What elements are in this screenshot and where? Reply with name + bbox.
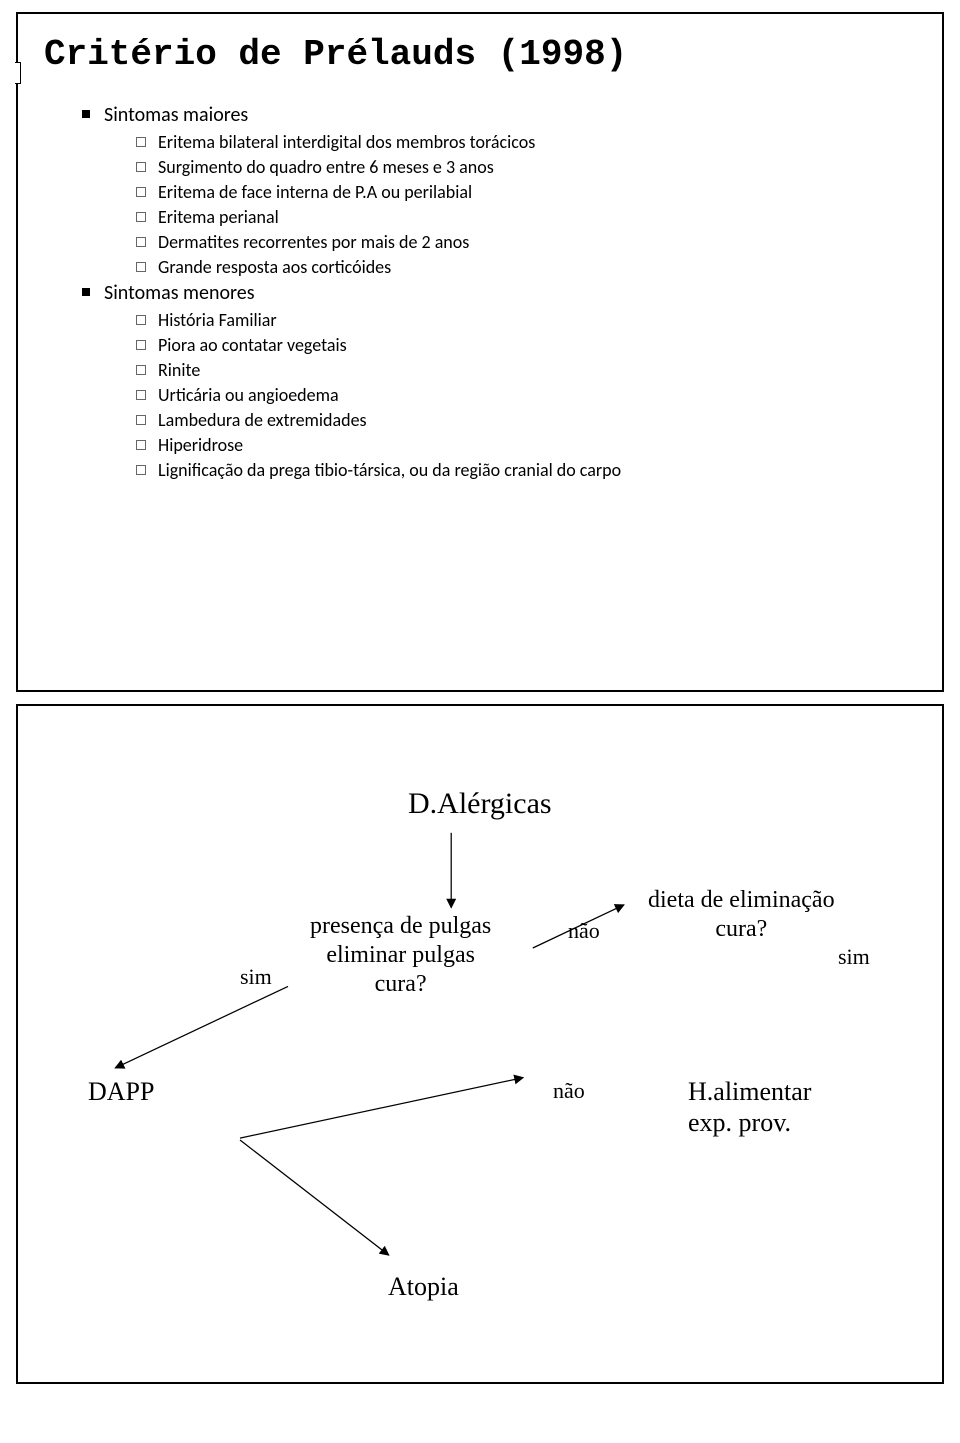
edge-label-sim-1: sim — [240, 964, 272, 990]
list-item: Hiperidrose — [158, 434, 912, 456]
major-heading: Sintomas maiores — [104, 103, 912, 127]
slide-title: Critério de Prélauds (1998) — [44, 34, 912, 75]
list-item: Eritema perianal — [158, 206, 912, 228]
node-dieta: dieta de eliminação cura? — [648, 886, 835, 944]
edge-label-sim-2: sim — [838, 944, 870, 970]
edge-label-nao-1: não — [568, 918, 600, 944]
list-item: Eritema de face interna de P.A ou perila… — [158, 181, 912, 203]
arrow — [240, 1078, 523, 1138]
arrow — [240, 1140, 389, 1255]
minor-items-list: História Familiar Piora ao contatar vege… — [48, 309, 912, 481]
node-dapp: DAPP — [88, 1076, 154, 1107]
flowchart: D.Alérgicas presença de pulgas eliminar … — [48, 726, 912, 1362]
slide-criteria: Critério de Prélauds (1998) Sintomas mai… — [16, 12, 944, 692]
edge-label-nao-2: não — [553, 1078, 585, 1104]
list-item: Surgimento do quadro entre 6 meses e 3 a… — [158, 156, 912, 178]
arrow — [115, 986, 288, 1068]
node-pulgas: presença de pulgas eliminar pulgas cura? — [310, 912, 491, 998]
node-root: D.Alérgicas — [408, 786, 552, 822]
criteria-list: Sintomas maiores Eritema bilateral inter… — [48, 103, 912, 481]
list-item: Dermatites recorrentes por mais de 2 ano… — [158, 231, 912, 253]
list-item: Piora ao contatar vegetais — [158, 334, 912, 356]
minor-heading: Sintomas menores — [104, 281, 912, 305]
major-items-list: Eritema bilateral interdigital dos membr… — [48, 131, 912, 278]
list-item: Rinite — [158, 359, 912, 381]
list-item: Lambedura de extremidades — [158, 409, 912, 431]
list-item: Lignificação da prega tibio-társica, ou … — [158, 459, 912, 481]
slide-flowchart: D.Alérgicas presença de pulgas eliminar … — [16, 704, 944, 1384]
node-atopia: Atopia — [388, 1271, 459, 1302]
list-item: História Familiar — [158, 309, 912, 331]
list-item: Grande resposta aos corticóides — [158, 256, 912, 278]
page-marker — [15, 62, 21, 84]
list-item: Eritema bilateral interdigital dos membr… — [158, 131, 912, 153]
list-item: Urticária ou angioedema — [158, 384, 912, 406]
node-halimentar: H.alimentar exp. prov. — [688, 1076, 811, 1138]
